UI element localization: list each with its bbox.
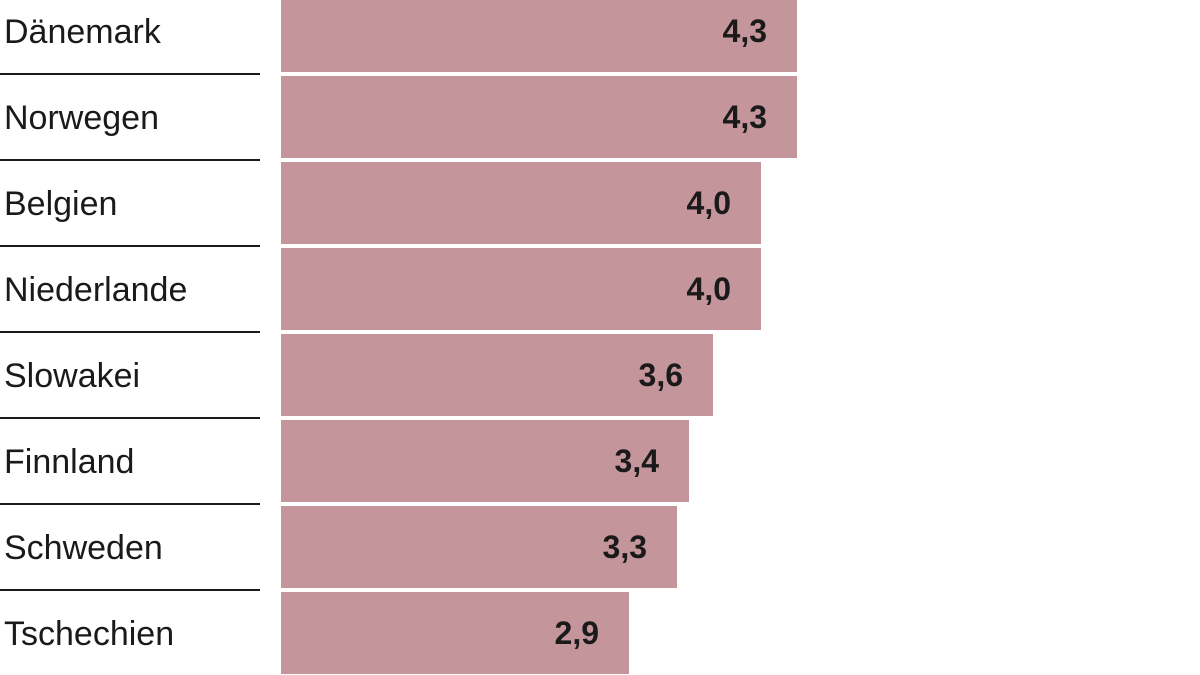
category-label: Slowakei bbox=[4, 357, 140, 395]
bar bbox=[281, 248, 761, 330]
value-label: 3,4 bbox=[615, 443, 660, 479]
category-label: Norwegen bbox=[4, 99, 159, 137]
value-label: 2,9 bbox=[555, 615, 599, 651]
bar bbox=[281, 334, 713, 416]
category-label: Tschechien bbox=[4, 615, 174, 653]
chart-row: Belgien 4,0 bbox=[0, 162, 761, 247]
bar bbox=[281, 420, 689, 502]
chart-row: Norwegen 4,3 bbox=[0, 76, 797, 161]
chart-row: Tschechien 2,9 bbox=[4, 592, 629, 674]
bar bbox=[281, 506, 677, 588]
value-label: 4,0 bbox=[687, 271, 731, 307]
bar bbox=[281, 162, 761, 244]
chart-row: Schweden 3,3 bbox=[0, 506, 677, 591]
bar bbox=[281, 76, 797, 158]
value-label: 3,6 bbox=[639, 357, 683, 393]
value-label: 4,0 bbox=[687, 185, 731, 221]
category-label: Schweden bbox=[4, 529, 163, 567]
value-label: 4,3 bbox=[723, 13, 767, 49]
chart-row: Slowakei 3,6 bbox=[0, 334, 713, 419]
chart-row: Dänemark 4,3 bbox=[0, 0, 797, 75]
chart-row: Finnland 3,4 bbox=[0, 420, 689, 505]
bar bbox=[281, 592, 629, 674]
category-label: Belgien bbox=[4, 185, 117, 223]
category-label: Niederlande bbox=[4, 271, 187, 309]
category-label: Dänemark bbox=[4, 13, 162, 51]
value-label: 3,3 bbox=[603, 529, 647, 565]
category-label: Finnland bbox=[4, 443, 134, 481]
value-label: 4,3 bbox=[723, 99, 767, 135]
bar bbox=[281, 0, 797, 72]
chart-row: Niederlande 4,0 bbox=[0, 248, 761, 333]
